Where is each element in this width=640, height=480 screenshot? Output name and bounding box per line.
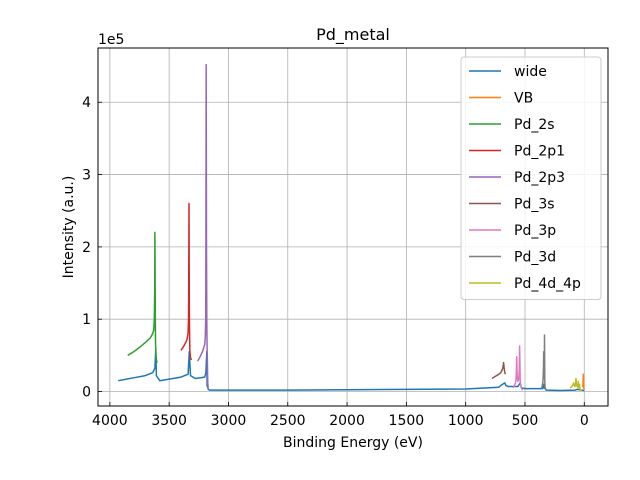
series-line-VB xyxy=(581,373,586,390)
x-tick-label: 4000 xyxy=(92,413,128,429)
legend-label-Pd_2p3: Pd_2p3 xyxy=(514,170,565,186)
x-tick-label: 3500 xyxy=(151,413,187,429)
plot-frame xyxy=(97,47,609,407)
x-tick-label: 0 xyxy=(580,413,589,429)
legend-label-Pd_2s: Pd_2s xyxy=(514,117,555,133)
ticks: 4000 3500 3000 2500 2000 1500 1000 500 0 0 1 2 3 4 xyxy=(82,95,589,429)
series-line-Pd_4d_4p xyxy=(569,377,583,392)
legend: wide VB Pd_2s Pd_2p1 Pd_2p3 Pd_3s Pd_3p Pd_3d Pd… xyxy=(460,56,602,300)
series-line-Pd_2s xyxy=(127,231,158,363)
y-tick-label: 1 xyxy=(82,312,91,328)
y-tick-label: 3 xyxy=(82,168,91,184)
series-line-Pd_3p xyxy=(512,345,524,391)
y-tick-label: 4 xyxy=(82,95,91,111)
x-tick-label: 2500 xyxy=(270,413,306,429)
series-line-Pd_2p1 xyxy=(180,202,193,361)
legend-label-Pd_3p: Pd_3p xyxy=(514,223,556,239)
x-tick-label: 1000 xyxy=(448,413,484,429)
y-tick-label: 2 xyxy=(82,240,91,256)
x-tick-label: 500 xyxy=(512,413,539,429)
series-line-Pd_3s xyxy=(491,361,507,380)
legend-label-Pd_3s: Pd_3s xyxy=(514,197,555,213)
x-tick-label: 3000 xyxy=(211,413,247,429)
chart-title: Pd_metal xyxy=(316,25,390,45)
legend-box xyxy=(460,56,602,300)
legend-label-VB: VB xyxy=(514,91,533,107)
x-axis-label: Binding Energy (eV) xyxy=(283,435,423,451)
series-line-Pd_2p3 xyxy=(196,63,210,390)
y-tick-label: 0 xyxy=(82,385,91,401)
x-tick-label: 1500 xyxy=(389,413,425,429)
legend-label-Pd_4d_4p: Pd_4d_4p xyxy=(514,276,581,292)
x-tick-label: 2000 xyxy=(329,413,365,429)
y-offset-label: 1e5 xyxy=(98,32,124,48)
series-line-Pd_3d xyxy=(540,334,547,390)
y-axis-label: Intensity (a.u.) xyxy=(61,176,77,279)
legend-label-Pd_2p1: Pd_2p1 xyxy=(514,144,565,160)
legend-label-Pd_3d: Pd_3d xyxy=(514,250,556,266)
series-lines xyxy=(118,63,586,392)
legend-label-wide: wide xyxy=(514,64,547,80)
